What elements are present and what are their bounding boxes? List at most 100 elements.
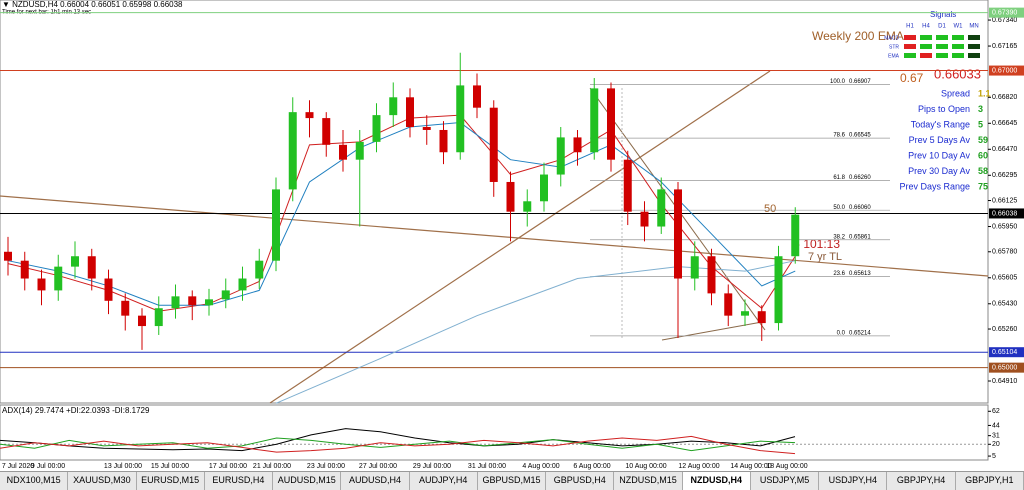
signal-cell <box>920 53 932 58</box>
candle-body <box>741 311 749 316</box>
tab[interactable]: XAUUSD,M30 <box>68 472 137 490</box>
candle-body <box>690 256 699 279</box>
tab[interactable]: NZDUSD,M15 <box>614 472 683 490</box>
signal-cell <box>904 44 916 49</box>
signal-cell <box>936 53 948 58</box>
candle-body <box>590 88 599 153</box>
tab[interactable]: GBPJPY,H4 <box>887 472 956 490</box>
tab[interactable]: NZDUSD,H4 <box>682 472 751 490</box>
candle-body <box>523 201 532 212</box>
candle-body <box>623 159 632 212</box>
trendline <box>0 195 989 277</box>
tab[interactable]: EURUSD,M15 <box>137 472 205 490</box>
tab[interactable]: NDX100,M15 <box>0 472 69 490</box>
y-tick-label: 0.65950 <box>992 223 1017 230</box>
price-marker-label: 0.66038 <box>992 210 1017 217</box>
info-value: 75 <box>978 181 988 191</box>
tab[interactable]: GBPJPY,H1 <box>956 472 1024 490</box>
signal-col: H4 <box>922 24 930 30</box>
candle-body <box>138 315 146 327</box>
fib-price: 0.65861 <box>849 234 871 240</box>
candle-body <box>188 296 197 306</box>
fib-price: 0.66060 <box>849 205 871 211</box>
signals-title: Signals <box>930 10 956 19</box>
signal-row: EMA <box>888 53 900 59</box>
tab-bar: NDX100,M15 XAUUSD,M30 EURUSD,M15 EURUSD,H4 A… <box>0 471 1024 490</box>
candle-body <box>607 88 615 160</box>
fib-level: 61.8 <box>833 175 845 181</box>
y-tick-label: 0.65430 <box>992 301 1017 308</box>
candle-body <box>54 266 63 291</box>
candle-body <box>305 112 314 119</box>
indicator-tick-label: 62 <box>992 408 1000 415</box>
y-tick-label: 0.64910 <box>992 378 1017 385</box>
signal-cell <box>952 53 964 58</box>
y-tick-label: 0.66125 <box>992 197 1017 204</box>
indicator-title: ADX(14) 29.7474 +DI:22.0393 -DI:8.1729 <box>2 406 150 415</box>
tab[interactable]: GBPUSD,M15 <box>478 472 547 490</box>
indicator-line <box>0 437 796 452</box>
signal-cell <box>920 35 932 40</box>
x-tick-label: 6 Aug 00:00 <box>573 463 610 470</box>
chart-window: ▼ NZDUSD,H4 0.66004 0.66051 0.65998 0.66… <box>0 0 1024 470</box>
indicator-tick-label: 5 <box>992 453 996 460</box>
symbol-header: ▼ NZDUSD,H4 0.66004 0.66051 0.65998 0.66… <box>2 0 183 9</box>
signal-cell <box>936 35 948 40</box>
candle-body <box>238 278 247 291</box>
price-marker-label: 0.65104 <box>992 349 1017 356</box>
info-value: 59 <box>978 135 988 145</box>
indicator-tick-label: 44 <box>992 422 1000 429</box>
fib-price: 0.66545 <box>849 133 871 139</box>
fib-level: 50.0 <box>833 205 845 211</box>
indicator-line <box>0 435 796 455</box>
x-tick-label: 4 Aug 00:00 <box>522 463 559 470</box>
tab[interactable]: GBPUSD,H4 <box>546 472 615 490</box>
moving-average <box>275 260 796 404</box>
info-value: 60 <box>978 150 988 160</box>
y-tick-label: 0.66820 <box>992 94 1017 101</box>
tab[interactable]: AUDUSD,H4 <box>341 472 410 490</box>
candle-body <box>422 127 431 130</box>
y-tick-label: 0.65260 <box>992 326 1017 333</box>
tab[interactable]: EURUSD,H4 <box>205 472 274 490</box>
candle-body <box>406 97 414 128</box>
candle-body <box>87 256 96 279</box>
signal-cell <box>968 35 980 40</box>
info-label: Today's Range <box>911 119 970 129</box>
info-label: Prev 5 Days Av <box>909 135 971 145</box>
info-value: 1.1 <box>978 88 991 98</box>
price-marker-label: 0.67390 <box>992 9 1017 16</box>
candle-body <box>255 260 264 279</box>
candle-body <box>506 181 515 212</box>
tab[interactable]: AUDJPY,H4 <box>410 472 478 490</box>
x-tick-label: 10 Aug 00:00 <box>625 463 666 470</box>
annotation: 0.67 <box>900 71 924 85</box>
candle-body <box>489 107 498 182</box>
signal-col: D1 <box>938 24 946 30</box>
annotation: 0.66033 <box>934 66 981 81</box>
indicator-tick-label: 20 <box>992 441 1000 448</box>
signal-cell <box>968 53 980 58</box>
fib-level: 0.0 <box>837 330 846 336</box>
candle-body <box>774 256 783 324</box>
tab[interactable]: USDJPY,M5 <box>751 472 820 490</box>
candle-body <box>355 141 364 160</box>
price-marker <box>989 7 1024 18</box>
tab[interactable]: USDJPY,H4 <box>819 472 888 490</box>
tab[interactable]: AUDUSD,M15 <box>273 472 342 490</box>
candle-body <box>205 299 213 306</box>
candle-body <box>221 290 230 300</box>
x-tick-label: 9 Jul 00:00 <box>31 463 65 470</box>
signal-cell <box>936 44 948 49</box>
annotation: Weekly 200 EMA <box>812 29 904 43</box>
price-marker <box>989 347 1024 358</box>
candle-body <box>339 144 347 160</box>
x-tick-label: 7 Jul 2020 <box>2 463 34 470</box>
candle-body <box>20 260 29 279</box>
candle-body <box>724 293 733 316</box>
price-marker-label: 0.67000 <box>992 67 1017 74</box>
info-value: 3 <box>978 104 983 114</box>
candle-body <box>4 251 12 261</box>
candle-body <box>372 115 381 142</box>
